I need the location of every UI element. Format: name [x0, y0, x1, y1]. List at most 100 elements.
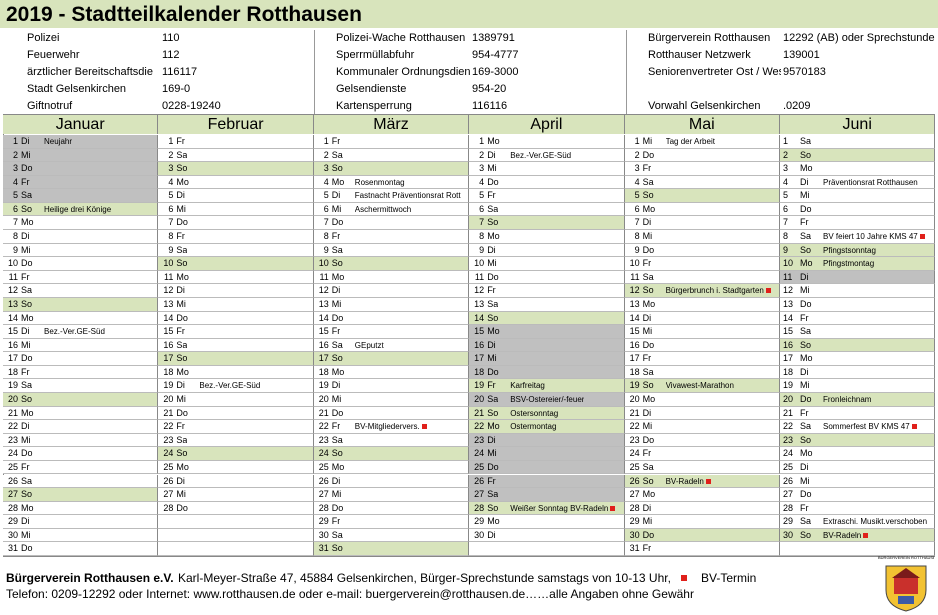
- day-row: [313, 189, 470, 203]
- day-note: Pfingstsonntag: [823, 245, 876, 255]
- day-number: 23: [474, 434, 485, 445]
- day-row: [624, 284, 780, 298]
- weekday: Fr: [176, 326, 185, 337]
- weekday: So: [21, 203, 33, 214]
- weekday: Mi: [487, 353, 497, 364]
- day-row: [313, 460, 470, 475]
- day-number: 13: [7, 298, 18, 309]
- weekday: Sa: [642, 271, 654, 282]
- weekday: Mo: [800, 258, 813, 269]
- day-number: 26: [7, 475, 18, 486]
- day-note: Extraschi. Musikt.verschoben: [823, 517, 928, 527]
- day-number: 7: [323, 217, 329, 228]
- day-number: 30: [318, 529, 329, 540]
- weekday: Mo: [642, 203, 656, 214]
- weekday: Mo: [800, 448, 813, 459]
- day-row: [624, 501, 780, 516]
- day-row: [469, 257, 625, 271]
- day-row: [3, 501, 159, 516]
- day-number: 21: [474, 407, 485, 418]
- weekday: Fr: [21, 366, 30, 377]
- day-row: [780, 501, 936, 516]
- weekday: Sa: [487, 394, 499, 405]
- day-row: [469, 433, 625, 448]
- day-row: [469, 352, 625, 366]
- day-number: 8: [634, 231, 640, 242]
- day-number: 21: [7, 407, 18, 418]
- weekday: Mo: [800, 353, 813, 364]
- weekday: Mi: [21, 244, 31, 255]
- weekday: Do: [176, 502, 188, 513]
- day-number: 16: [629, 339, 640, 350]
- contact-divider: [314, 30, 315, 114]
- weekday: Mi: [642, 421, 653, 432]
- day-number: 26: [474, 475, 485, 486]
- day-number: 7: [12, 217, 18, 228]
- day-row: [780, 515, 936, 529]
- day-row: [158, 379, 314, 394]
- day-note: Fastnacht Präventionsrat Rott: [354, 191, 461, 201]
- weekday: Mo: [331, 176, 345, 187]
- day-row: [3, 406, 159, 421]
- weekday: Fr: [642, 448, 652, 459]
- day-number: 31: [7, 543, 18, 554]
- logo-house: [894, 576, 918, 594]
- day-number: 23: [318, 434, 329, 445]
- weekday: Sa: [331, 339, 343, 350]
- day-number: 4: [12, 176, 18, 187]
- day-number: 25: [7, 461, 18, 472]
- weekday: Do: [21, 258, 33, 269]
- contact-value: 112: [162, 49, 180, 61]
- day-row: [158, 447, 314, 461]
- weekday: Fr: [800, 312, 809, 323]
- day-row: [313, 270, 470, 285]
- day-row: [780, 460, 936, 475]
- day-number: 5: [479, 190, 485, 201]
- day-number: 8: [479, 231, 485, 242]
- weekday: Do: [642, 434, 655, 445]
- weekday: Mo: [331, 461, 345, 472]
- weekday: Mo: [21, 407, 34, 418]
- day-number: 13: [163, 298, 174, 309]
- weekday: Fr: [642, 543, 652, 554]
- day-note: Neujahr: [44, 137, 73, 146]
- day-row: [158, 542, 314, 556]
- bv-marker: [863, 532, 868, 538]
- weekday: Mi: [176, 394, 186, 405]
- weekday: Fr: [800, 502, 809, 513]
- day-number: 6: [783, 203, 789, 214]
- bv-marker: [705, 478, 711, 484]
- day-number: 28: [7, 502, 18, 513]
- day-row: [3, 243, 159, 258]
- day-row: [3, 297, 159, 312]
- weekday: Mo: [176, 176, 189, 187]
- contact-label: Gelsendienste: [336, 83, 407, 95]
- weekday: So: [21, 394, 33, 405]
- footer-address: Karl-Meyer-Straße 47, 45884 Gelsenkirche…: [178, 571, 671, 585]
- day-row: [158, 420, 314, 434]
- day-number: 26: [318, 475, 329, 486]
- day-row: [469, 297, 625, 312]
- weekday: Mo: [21, 312, 34, 323]
- day-number: 8: [323, 231, 329, 242]
- day-row: [313, 338, 470, 353]
- weekday: Sa: [800, 136, 812, 146]
- footer-contact: Telefon: 0209-12292 oder Internet: www.r…: [6, 587, 694, 601]
- day-number: 12: [7, 285, 18, 296]
- day-row: [469, 284, 625, 298]
- day-row: [158, 474, 314, 489]
- weekday: Mi: [487, 163, 497, 174]
- bv-marker: [912, 424, 917, 430]
- day-number: 12: [318, 285, 329, 296]
- weekday: So: [21, 489, 33, 500]
- weekday: Di: [21, 516, 30, 527]
- day-row: [469, 325, 625, 339]
- day-row: [3, 270, 159, 285]
- day-number: 21: [318, 407, 329, 418]
- day-row: [158, 488, 314, 502]
- day-number: 19: [163, 380, 174, 391]
- weekday: Sa: [800, 516, 812, 527]
- weekday: Do: [642, 149, 655, 160]
- day-number: 3: [634, 163, 640, 174]
